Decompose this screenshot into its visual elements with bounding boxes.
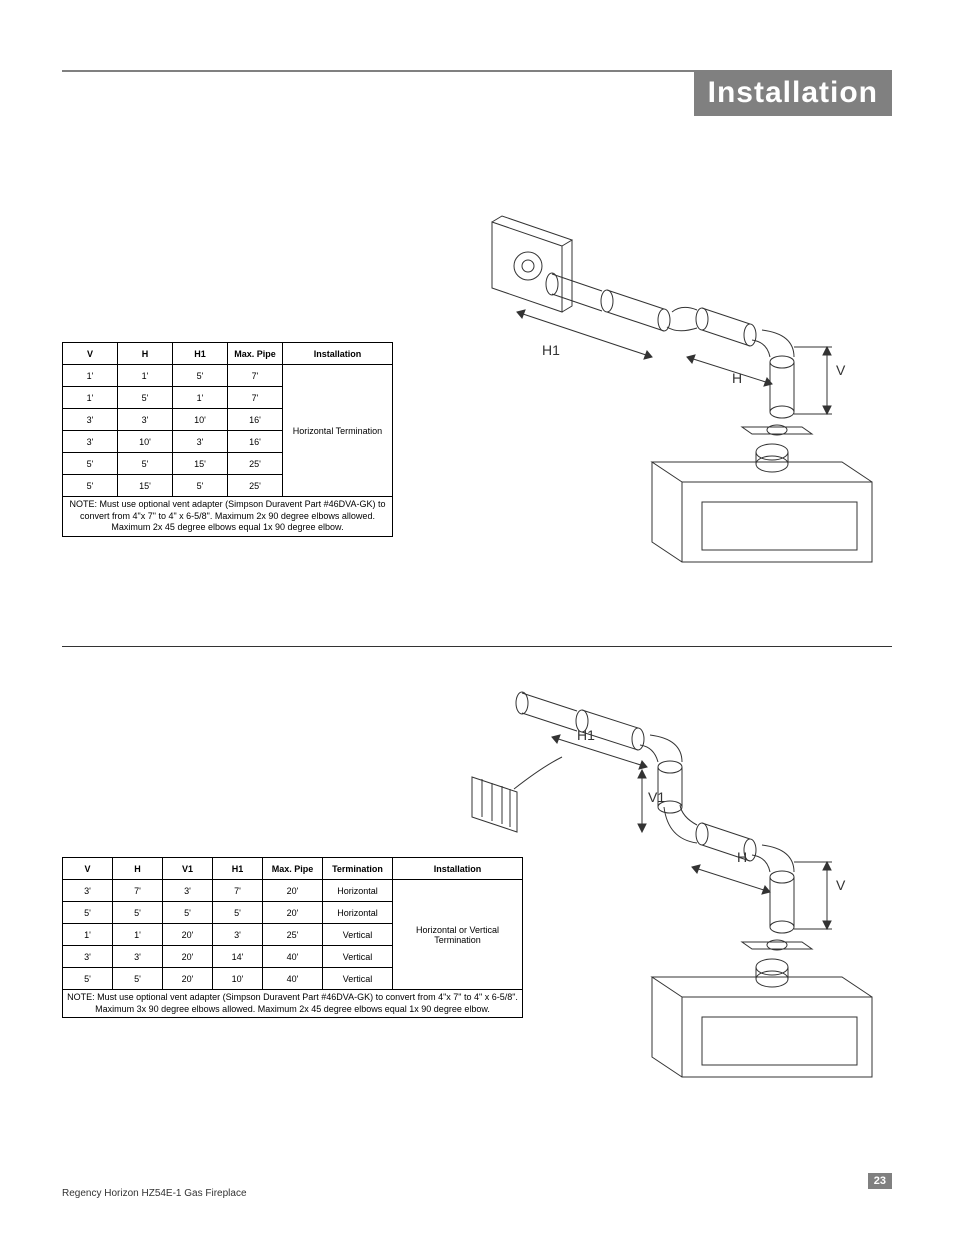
- table1-cell: 25': [228, 475, 283, 497]
- table2-cell: 20': [163, 924, 213, 946]
- label2-h: H: [737, 849, 747, 865]
- label2-v1: V1: [648, 789, 665, 805]
- table1-cell: 7': [228, 365, 283, 387]
- table1-cell: 15': [173, 453, 228, 475]
- footer-text: Regency Horizon HZ54E-1 Gas Fireplace: [62, 1188, 892, 1199]
- table2-cell: 7': [213, 880, 263, 902]
- table2-cell: 5': [213, 902, 263, 924]
- table2-cell: 5': [113, 968, 163, 990]
- table1-cell: 1': [173, 387, 228, 409]
- section1-table-wrap: VHH1Max. PipeInstallation1'1'5'7'Horizon…: [62, 342, 393, 537]
- table1-header-cell: H1: [173, 343, 228, 365]
- table2-cell: 10': [213, 968, 263, 990]
- diagram-svg-1: [432, 152, 902, 592]
- table1-cell: 5': [173, 475, 228, 497]
- table2-cell: Vertical: [323, 968, 393, 990]
- table2-cell: 3': [63, 880, 113, 902]
- table1-cell: 3': [173, 431, 228, 453]
- table1-cell: 10': [173, 409, 228, 431]
- table1-cell: Horizontal Termination: [283, 365, 393, 497]
- section-1: VHH1Max. PipeInstallation1'1'5'7'Horizon…: [62, 122, 892, 642]
- table1-cell: 5': [118, 387, 173, 409]
- table2-cell: 1': [113, 924, 163, 946]
- table2-cell: 5': [113, 902, 163, 924]
- table1-header-cell: H: [118, 343, 173, 365]
- table2-cell: Horizontal: [323, 902, 393, 924]
- table2-cell: 40': [263, 968, 323, 990]
- table2-header-cell: H: [113, 858, 163, 880]
- table2-header-cell: V: [63, 858, 113, 880]
- table2-cell: 20': [263, 880, 323, 902]
- table2-cell: 40': [263, 946, 323, 968]
- section1-table: VHH1Max. PipeInstallation1'1'5'7'Horizon…: [62, 342, 393, 537]
- table2-cell: Vertical: [323, 924, 393, 946]
- diagram-svg-2: [402, 667, 902, 1107]
- table2-cell: 3': [163, 880, 213, 902]
- table1-cell: 5': [63, 475, 118, 497]
- table1-cell: 25': [228, 453, 283, 475]
- table2-cell: 14': [213, 946, 263, 968]
- table2-header-cell: Termination: [323, 858, 393, 880]
- table1-cell: 15': [118, 475, 173, 497]
- section2-diagram: H1 V1 H V: [402, 667, 902, 1107]
- table1-cell: 1': [63, 387, 118, 409]
- page-number: 23: [868, 1173, 892, 1189]
- table1-cell: 16': [228, 409, 283, 431]
- table1-cell: 1': [63, 365, 118, 387]
- label2-v: V: [836, 877, 845, 893]
- table1-cell: 3': [118, 409, 173, 431]
- table1-notes: NOTE: Must use optional vent adapter (Si…: [63, 497, 393, 537]
- table2-cell: 5': [163, 902, 213, 924]
- table1-cell: 7': [228, 387, 283, 409]
- table2-cell: 3': [113, 946, 163, 968]
- table1-cell: 3': [63, 431, 118, 453]
- table2-cell: 5': [63, 968, 113, 990]
- section-2: VHV1H1Max. PipeTerminationInstallation3'…: [62, 657, 892, 1117]
- table2-header-cell: Max. Pipe: [263, 858, 323, 880]
- table2-cell: Horizontal: [323, 880, 393, 902]
- table2-cell: 25': [263, 924, 323, 946]
- table1-header-cell: Installation: [283, 343, 393, 365]
- table1-cell: 1': [118, 365, 173, 387]
- table2-cell: 3': [63, 946, 113, 968]
- table1-cell: 16': [228, 431, 283, 453]
- label-v: V: [836, 362, 845, 378]
- section-divider: [62, 646, 892, 647]
- table2-header-cell: H1: [213, 858, 263, 880]
- table1-cell: 5': [118, 453, 173, 475]
- table1-cell: 5': [63, 453, 118, 475]
- table1-header-cell: Max. Pipe: [228, 343, 283, 365]
- table2-cell: 20': [163, 946, 213, 968]
- table2-cell: 20': [163, 968, 213, 990]
- table1-header-cell: V: [63, 343, 118, 365]
- table1-cell: 10': [118, 431, 173, 453]
- table1-cell: 5': [173, 365, 228, 387]
- table2-cell: 7': [113, 880, 163, 902]
- table2-cell: 3': [213, 924, 263, 946]
- table1-cell: 3': [63, 409, 118, 431]
- banner-title: Installation: [694, 72, 892, 116]
- table2-cell: 20': [263, 902, 323, 924]
- page: Installation VHH1Max. PipeInstallation1'…: [0, 0, 954, 1235]
- section1-diagram: H1 H V: [432, 152, 902, 592]
- label2-h1: H1: [577, 727, 595, 743]
- table2-cell: 1': [63, 924, 113, 946]
- table2-cell: 5': [63, 902, 113, 924]
- table2-cell: Vertical: [323, 946, 393, 968]
- label-h1: H1: [542, 342, 560, 358]
- table2-header-cell: V1: [163, 858, 213, 880]
- label-h: H: [732, 370, 742, 386]
